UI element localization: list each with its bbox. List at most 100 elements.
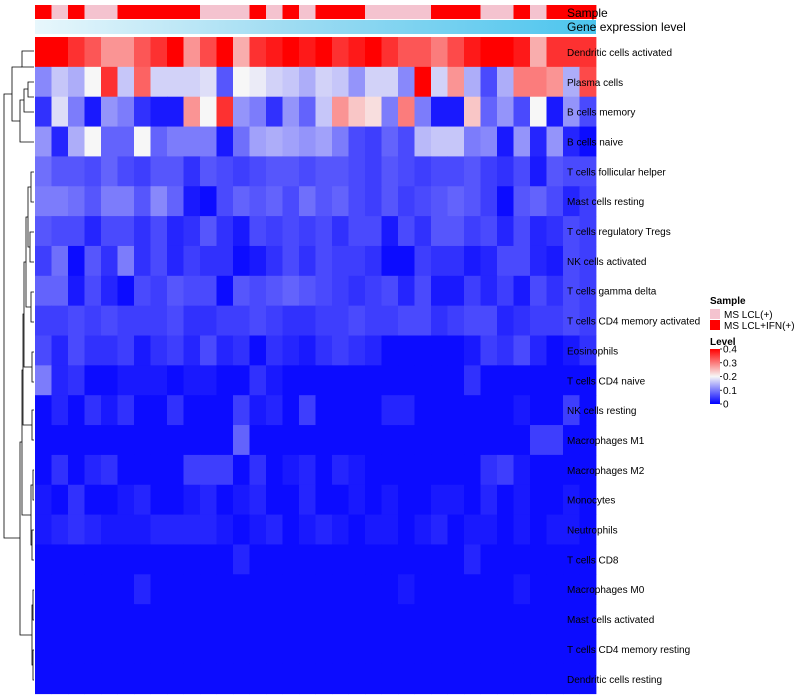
heatmap-cell	[200, 634, 217, 665]
heatmap-cell	[150, 37, 168, 68]
heatmap-cell	[101, 305, 118, 336]
annotation-label-gene-expression: Gene expression level	[567, 20, 686, 34]
heatmap-cell	[497, 484, 514, 515]
heatmap-cell	[282, 335, 300, 366]
heatmap-cell	[414, 96, 432, 127]
heatmap-cell	[315, 454, 333, 486]
heatmap-cell	[299, 66, 316, 98]
heatmap-cell	[200, 186, 217, 217]
heatmap-cell	[51, 216, 69, 247]
heatmap-cell	[398, 216, 415, 247]
heatmap-cell	[101, 425, 118, 456]
heatmap-cell	[216, 634, 234, 665]
heatmap-cell	[348, 96, 366, 127]
heatmap-cell	[348, 604, 366, 635]
heatmap-cell	[332, 216, 349, 247]
row-label: Mast cells activated	[567, 615, 654, 626]
heatmap-cell	[183, 305, 201, 336]
heatmap-cell	[51, 604, 69, 635]
heatmap-cell	[513, 514, 531, 545]
heatmap-cell	[480, 425, 498, 456]
heatmap-cell	[150, 425, 168, 456]
heatmap-cell	[447, 514, 465, 545]
heatmap-cell	[398, 514, 415, 545]
heatmap-cell	[150, 514, 168, 545]
heatmap-cell	[348, 454, 366, 486]
heatmap-cell	[233, 245, 250, 277]
heatmap-cell	[183, 574, 201, 605]
sample-legend: Sample MS LCL(+) MS LCL+IFN(+)	[710, 296, 795, 332]
heatmap-cell	[167, 574, 184, 605]
heatmap-cell	[513, 275, 531, 307]
heatmap-cell	[365, 96, 382, 127]
heatmap-cell	[84, 604, 102, 635]
row-label: T cells CD8	[567, 555, 619, 566]
heatmap-cell	[579, 484, 597, 515]
heatmap-cell	[117, 216, 135, 247]
heatmap-cell	[464, 574, 481, 605]
row-labels: Dendritic cells activated Plasma cells B c…	[567, 48, 700, 686]
heatmap-cell	[216, 484, 234, 515]
heatmap-cell	[530, 335, 547, 366]
heatmap-cell	[431, 96, 448, 127]
heatmap-cell	[134, 514, 151, 545]
heatmap-cell	[84, 634, 102, 665]
heatmap-cell	[51, 663, 69, 695]
heatmap-cell	[68, 335, 85, 366]
heatmap-cell	[546, 305, 564, 336]
heatmap-cell	[200, 454, 217, 486]
heatmap-cell	[480, 604, 498, 635]
heatmap-cell	[497, 395, 514, 426]
heatmap-cell	[266, 305, 283, 336]
heatmap-cell	[315, 365, 333, 396]
heatmap-cell	[167, 454, 184, 486]
heatmap-cell	[167, 156, 184, 187]
heatmap-cell	[398, 484, 415, 515]
heatmap-cell	[480, 365, 498, 396]
heatmap-cell	[398, 156, 415, 187]
heatmap-cell	[398, 365, 415, 396]
heatmap-cell	[348, 186, 366, 217]
heatmap-cell	[546, 365, 564, 396]
heatmap-cell	[266, 514, 283, 545]
heatmap-cell	[233, 395, 250, 426]
heatmap-cell	[68, 156, 85, 187]
heatmap-cell	[68, 365, 85, 396]
heatmap-cell	[398, 604, 415, 635]
heatmap-cell	[134, 66, 151, 98]
sample-annotation-cell	[431, 5, 448, 19]
heatmap-cell	[530, 66, 547, 98]
heatmap-cell	[497, 245, 514, 277]
row-label: T cells follicular helper	[567, 167, 666, 178]
heatmap-cell	[563, 395, 580, 426]
heatmap-cell	[266, 186, 283, 217]
heatmap-cell	[431, 395, 448, 426]
heatmap-cell	[266, 126, 283, 157]
heatmap-cell	[513, 395, 531, 426]
heatmap-cell	[84, 335, 102, 366]
heatmap-cell	[183, 96, 201, 127]
heatmap-cell	[183, 425, 201, 456]
heatmap-cell	[117, 454, 135, 486]
heatmap-cell	[315, 275, 333, 307]
heatmap-cell	[563, 37, 580, 68]
heatmap-cell	[266, 66, 283, 98]
heatmap-cell	[68, 305, 85, 336]
heatmap-cell	[299, 216, 316, 247]
heatmap-cell	[365, 365, 382, 396]
heatmap-cell	[282, 126, 300, 157]
heatmap-cell	[365, 305, 382, 336]
heatmap-cell	[332, 634, 349, 665]
heatmap-cell	[365, 604, 382, 635]
heatmap-cell	[414, 395, 432, 426]
heatmap-cell	[68, 454, 85, 486]
heatmap-cell	[480, 275, 498, 307]
heatmap-cell	[431, 634, 448, 665]
heatmap-cell	[348, 216, 366, 247]
heatmap-cell	[497, 186, 514, 217]
heatmap-cell	[348, 66, 366, 98]
heatmap-cell	[447, 395, 465, 426]
heatmap-cell	[117, 156, 135, 187]
heatmap-cell	[398, 305, 415, 336]
heatmap-cell	[447, 275, 465, 307]
